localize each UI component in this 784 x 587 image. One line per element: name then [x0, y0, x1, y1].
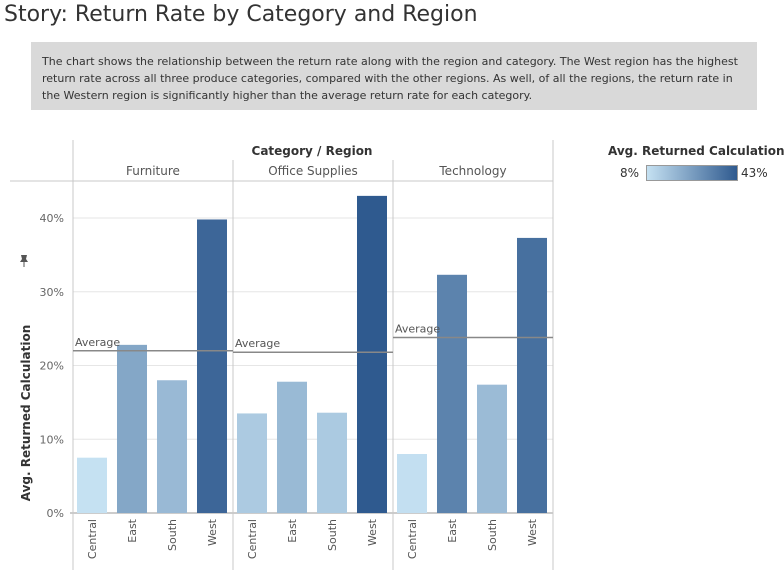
y-tick-label: 0% — [47, 507, 64, 520]
y-tick-label: 20% — [40, 360, 64, 373]
y-axis-title-group: Avg. Returned Calculation — [19, 325, 33, 502]
chart-frame — [10, 140, 554, 570]
region-tick-label: South — [486, 519, 499, 551]
caption-text: The chart shows the relationship between… — [42, 55, 738, 102]
pin-icon[interactable] — [20, 255, 28, 267]
region-tick-label: Central — [406, 519, 419, 559]
column-header: Category / Region — [252, 144, 373, 158]
bar — [517, 237, 547, 513]
region-tick-label: East — [446, 518, 459, 542]
bar — [397, 454, 427, 513]
region-tick-label: South — [326, 519, 339, 551]
bar — [237, 413, 267, 513]
legend-min-label: 8% — [620, 166, 640, 180]
legend-title: Avg. Returned Calculation — [608, 144, 784, 158]
y-axis-ticks: 0% 10% 20% 30% 40% — [40, 212, 64, 520]
region-tick-label: East — [126, 518, 139, 542]
bar — [117, 344, 147, 513]
bar — [437, 274, 467, 513]
category-header: Office Supplies — [268, 164, 358, 178]
story-caption: The chart shows the relationship between… — [31, 42, 757, 110]
bar — [357, 195, 387, 513]
region-tick-label: West — [206, 518, 219, 546]
region-tick-label: East — [286, 518, 299, 542]
y-tick-label: 10% — [40, 433, 64, 446]
panel-technology: Technology Central East South West Average — [393, 164, 553, 559]
category-header: Furniture — [126, 164, 180, 178]
bar — [317, 412, 347, 513]
panel-office-supplies: Office Supplies Central East South West Avera… — [233, 164, 393, 559]
region-tick-label: West — [366, 518, 379, 546]
y-axis-title: Avg. Returned Calculation — [19, 325, 33, 502]
story-title: Story: Return Rate by Category and Regio… — [4, 2, 478, 27]
panel-furniture: Furniture Central East South West Average — [73, 164, 233, 559]
bar — [157, 380, 187, 513]
region-tick-label: Central — [86, 519, 99, 559]
average-label: Average — [395, 322, 440, 335]
y-tick-label: 40% — [40, 212, 64, 225]
legend-max-label: 43% — [741, 166, 768, 180]
average-label: Average — [235, 337, 280, 350]
region-tick-label: Central — [246, 519, 259, 559]
region-tick-label: West — [526, 518, 539, 546]
legend-color-ramp — [646, 165, 738, 181]
y-tick-label: 30% — [40, 286, 64, 299]
region-tick-label: South — [166, 519, 179, 551]
bar — [277, 381, 307, 513]
return-rate-chart: Category / Region Avg. Returned Calculat… — [10, 140, 554, 570]
bar — [197, 219, 227, 513]
bar — [477, 384, 507, 513]
bar — [77, 457, 107, 513]
category-header: Technology — [438, 164, 506, 178]
average-label: Average — [75, 336, 120, 349]
gridlines — [73, 217, 553, 440]
